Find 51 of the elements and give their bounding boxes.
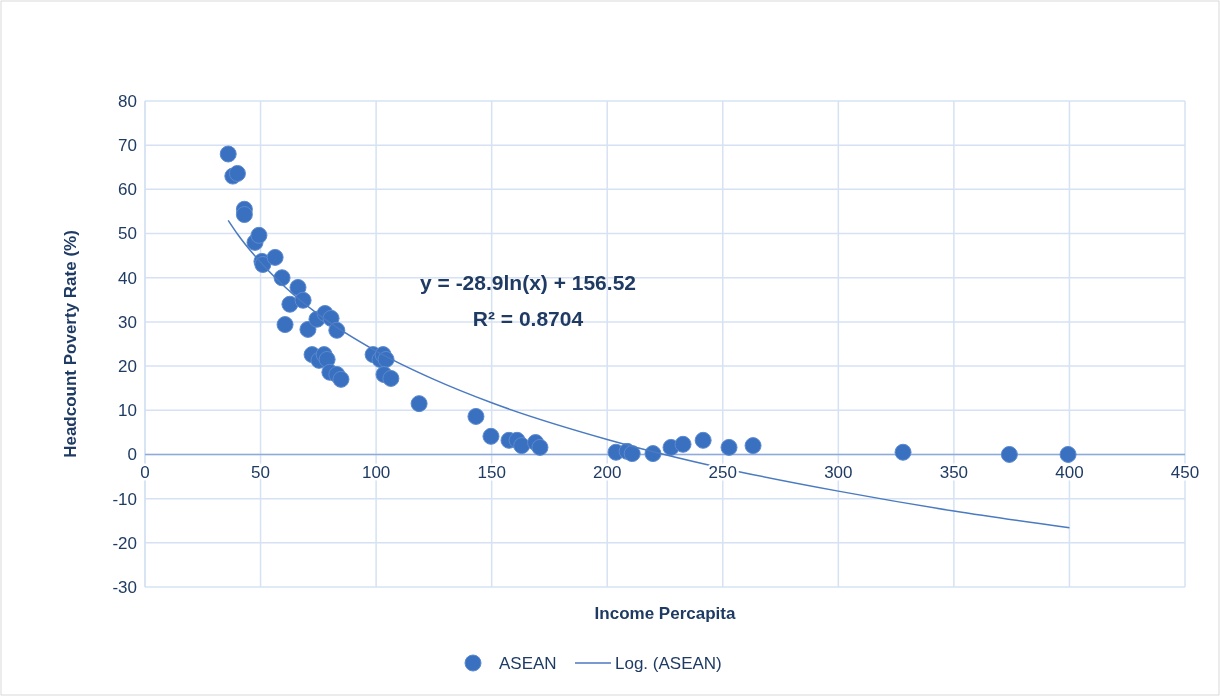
x-tick-label: 250: [708, 463, 737, 483]
point: [894, 443, 912, 461]
y-tick-label: 70: [118, 136, 137, 156]
point: [410, 395, 428, 413]
y-tick-label: 80: [118, 91, 137, 111]
point: [281, 295, 299, 313]
legend-label: ASEAN: [499, 653, 557, 673]
point: [467, 407, 485, 425]
y-tick-label: 10: [118, 401, 137, 421]
legend-label: Log. (ASEAN): [615, 653, 722, 673]
x-axis-title: Income Percapita: [594, 604, 736, 623]
point: [1000, 445, 1018, 463]
x-tick-label: 100: [361, 463, 391, 483]
annotation: y = -28.9ln(x) + 156.52: [420, 271, 636, 294]
point: [228, 164, 246, 182]
point: [276, 316, 294, 334]
y-tick-label: 40: [118, 268, 137, 288]
point: [674, 435, 692, 453]
point: [266, 248, 284, 266]
point: [273, 269, 291, 287]
x-tick-label: 350: [939, 463, 969, 483]
point: [744, 437, 762, 455]
x-tick-label: 150: [477, 463, 506, 483]
x-tick-label: 300: [824, 463, 853, 483]
point: [250, 226, 268, 244]
y-tick-label: 60: [118, 180, 137, 200]
y-axis-title: Headcount Poverty Rate (%): [61, 230, 80, 458]
y-tick-label: -10: [112, 489, 137, 509]
y-tick-label: -30: [112, 577, 137, 597]
point: [235, 206, 253, 224]
point: [720, 438, 738, 456]
point: [1059, 445, 1077, 463]
point: [694, 431, 712, 449]
y-tick-label: 30: [118, 312, 137, 332]
point: [623, 445, 641, 463]
y-tick-label: 0: [127, 445, 137, 465]
point: [219, 145, 237, 163]
x-tick-label: 400: [1055, 463, 1084, 483]
y-tick-label: 50: [118, 224, 137, 244]
x-tick-label: 450: [1170, 463, 1200, 483]
point: [513, 437, 531, 455]
y-tick-label: -20: [112, 533, 137, 553]
y-tick-label: 20: [118, 357, 137, 377]
point: [332, 370, 350, 388]
x-tick-label: 50: [251, 463, 271, 483]
x-tick-label: 0: [140, 463, 150, 483]
point: [531, 438, 549, 456]
annotation: R² = 0.8704: [472, 307, 584, 330]
point: [382, 369, 400, 387]
x-tick-label: 200: [593, 463, 622, 483]
point: [482, 427, 500, 445]
